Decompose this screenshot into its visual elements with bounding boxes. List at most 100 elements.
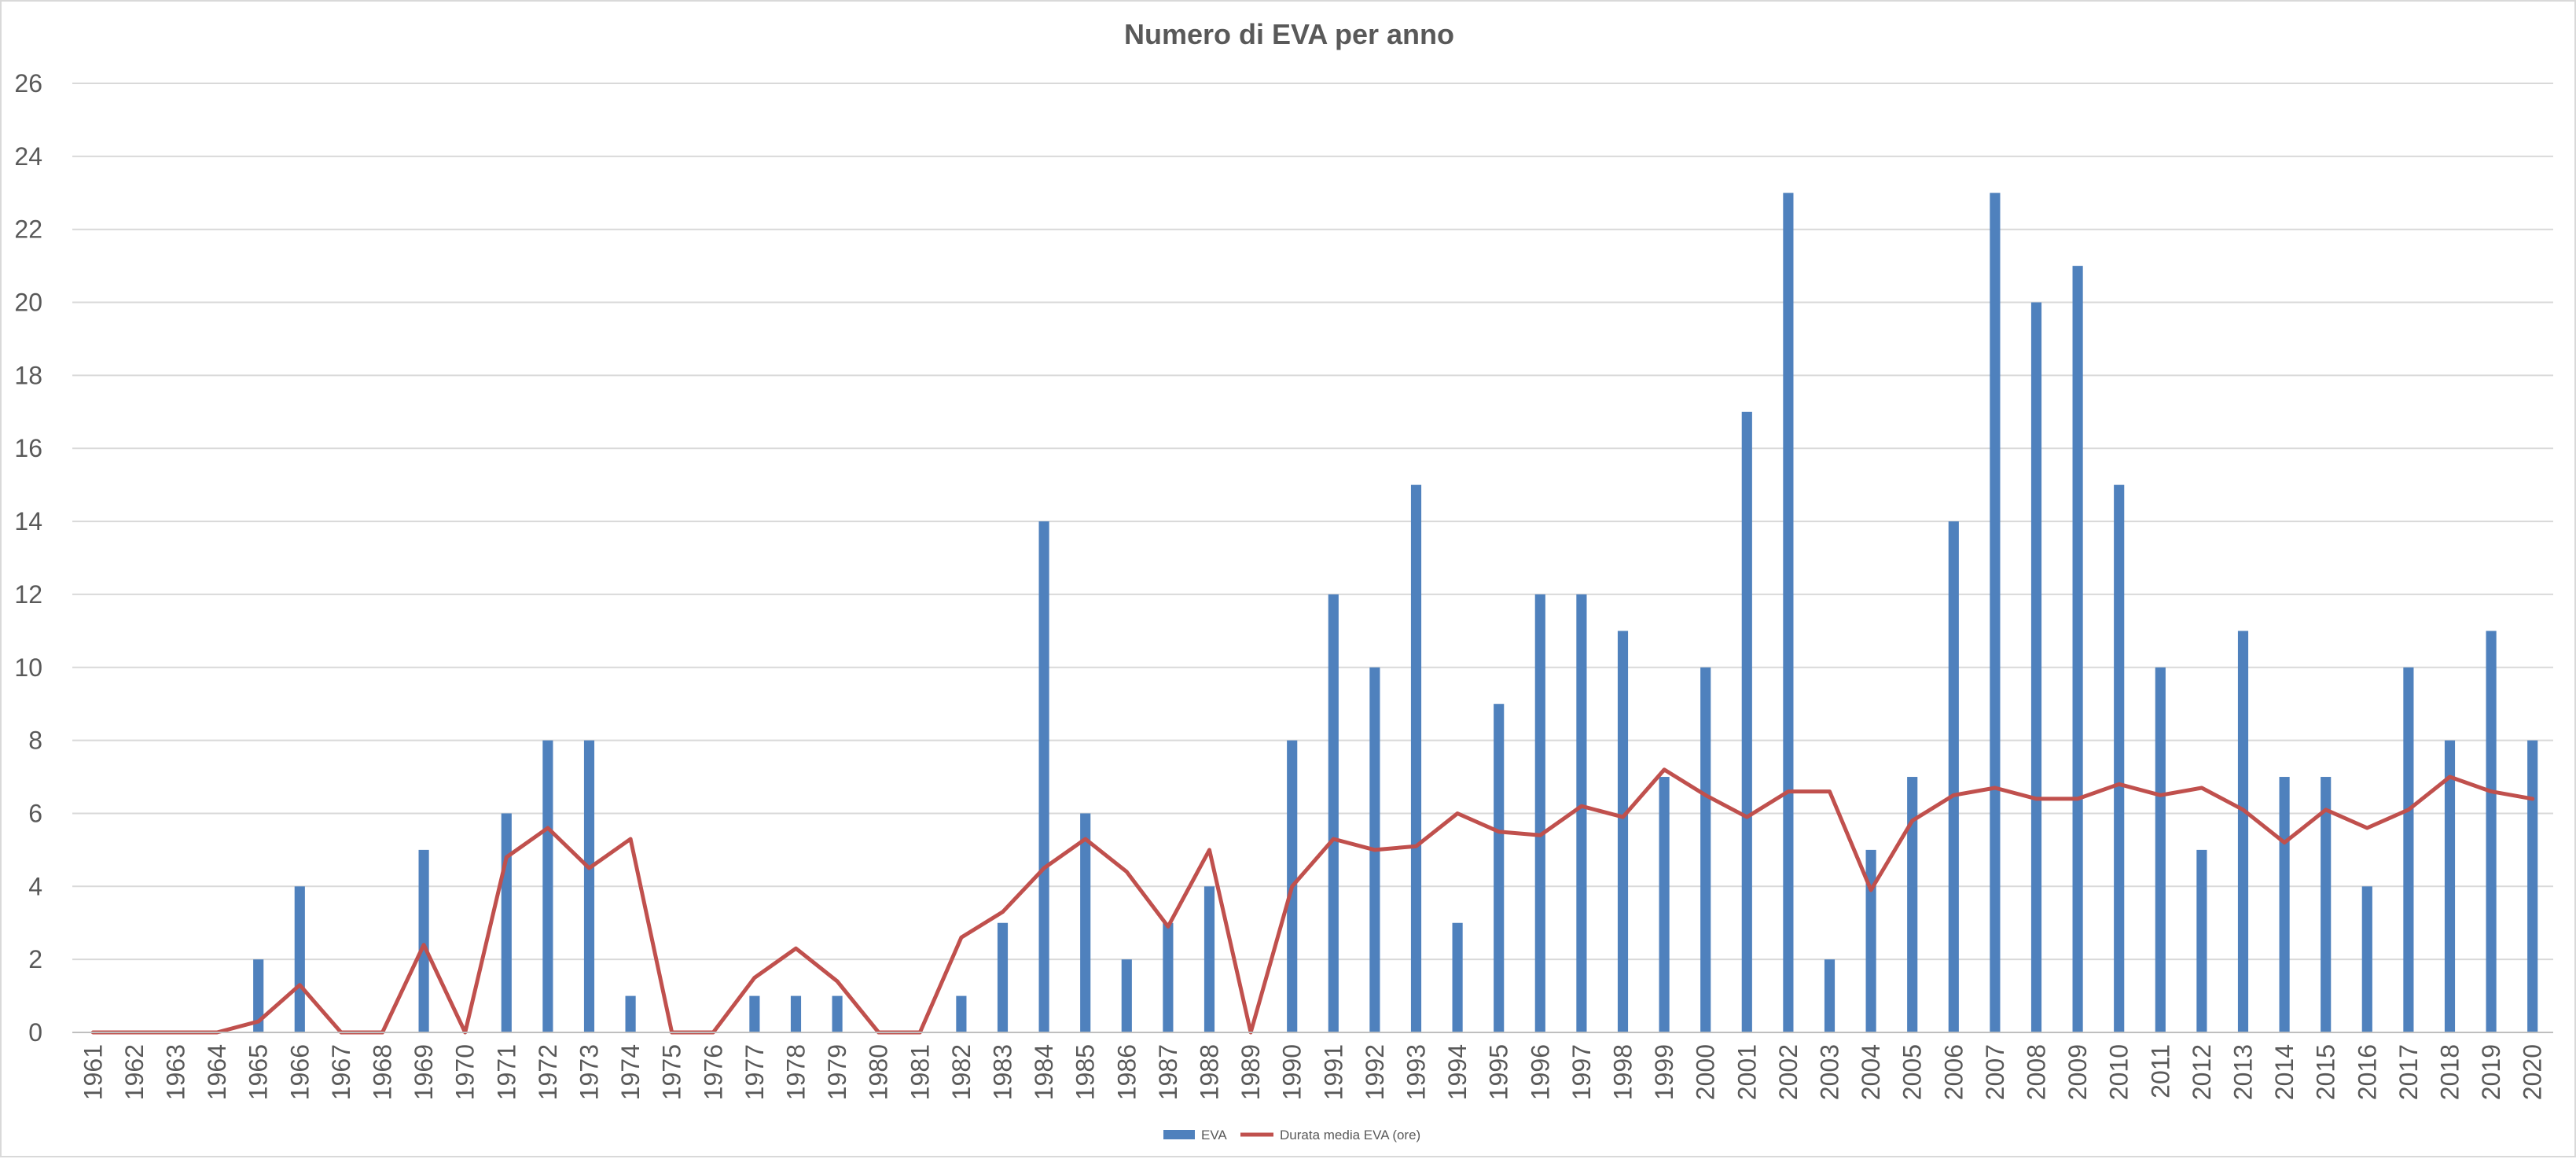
x-tick-label-1969: 1969 (410, 1044, 438, 1100)
y-tick-label-26: 26 (14, 69, 42, 98)
x-tick-label-1990: 1990 (1278, 1044, 1306, 1100)
bar-2015 (2321, 777, 2332, 1032)
bar-2014 (2279, 777, 2290, 1032)
x-tick-label-1994: 1994 (1443, 1044, 1472, 1100)
x-tick-label-2002: 2002 (1774, 1044, 1802, 1100)
bar-1978 (790, 995, 802, 1032)
bar-1986 (1121, 959, 1132, 1032)
x-tick-label-1991: 1991 (1319, 1044, 1347, 1100)
gridlines (72, 83, 2553, 961)
bar-2003 (1824, 959, 1836, 1032)
bar-2005 (1907, 777, 1918, 1032)
y-tick-label-20: 20 (14, 289, 42, 317)
bar-2020 (2527, 740, 2538, 1032)
bar-1984 (1038, 521, 1049, 1032)
x-tick-label-2006: 2006 (1939, 1044, 1968, 1100)
line-durata-media (90, 767, 2535, 1035)
bar-2010 (2114, 484, 2125, 1032)
bar-1994 (1452, 922, 1463, 1032)
bar-2000 (1700, 667, 1711, 1032)
bar-2018 (2444, 740, 2456, 1032)
x-tick-label-1999: 1999 (1650, 1044, 1678, 1100)
bar-1999 (1659, 777, 1670, 1032)
line-series (90, 767, 2535, 1035)
bar-1988 (1203, 886, 1215, 1032)
bar-2009 (2072, 266, 2083, 1033)
x-tick-label-2015: 2015 (2312, 1044, 2340, 1100)
x-tick-label-1981: 1981 (906, 1044, 934, 1100)
x-tick-label-1968: 1968 (369, 1044, 397, 1100)
bar-2016 (2361, 886, 2372, 1032)
x-tick-label-2001: 2001 (1733, 1044, 1761, 1100)
x-tick-label-1967: 1967 (327, 1044, 355, 1100)
y-tick-label-6: 6 (28, 799, 42, 827)
x-tick-label-2020: 2020 (2519, 1044, 2547, 1100)
x-tick-label-1993: 1993 (1402, 1044, 1431, 1100)
x-tick-label-1966: 1966 (285, 1044, 314, 1100)
x-tick-label-2019: 2019 (2477, 1044, 2505, 1100)
bar-2006 (1948, 521, 1959, 1032)
x-tick-label-1962: 1962 (120, 1044, 149, 1100)
legend-label-eva: EVA (1201, 1128, 1227, 1142)
bar-2013 (2237, 631, 2249, 1032)
x-tick-label-1970: 1970 (451, 1044, 480, 1100)
bar-2007 (1990, 193, 2001, 1032)
x-tick-label-2012: 2012 (2188, 1044, 2216, 1100)
x-tick-label-1998: 1998 (1609, 1044, 1637, 1100)
bar-1997 (1576, 594, 1587, 1032)
x-tick-label-2004: 2004 (1857, 1044, 1885, 1100)
x-tick-label-1975: 1975 (658, 1044, 686, 1100)
y-tick-label-22: 22 (14, 215, 42, 244)
x-tick-label-1978: 1978 (782, 1044, 810, 1100)
legend-label-durata: Durata media EVA (ore) (1280, 1128, 1420, 1142)
chart-title: Numero di EVA per anno (1124, 18, 1454, 50)
x-tick-label-1974: 1974 (616, 1044, 645, 1100)
x-tick-label-2003: 2003 (1816, 1044, 1844, 1100)
bar-1991 (1328, 594, 1339, 1032)
x-tick-label-1997: 1997 (1567, 1044, 1596, 1100)
bar-2019 (2486, 631, 2497, 1032)
x-tick-label-1964: 1964 (203, 1044, 231, 1100)
bar-1972 (542, 740, 553, 1032)
bar-2017 (2403, 667, 2414, 1032)
bar-series (253, 193, 2538, 1033)
x-tick-label-1963: 1963 (162, 1044, 190, 1100)
y-tick-label-18: 18 (14, 361, 42, 389)
x-tick-label-1984: 1984 (1030, 1044, 1058, 1100)
legend: EVA Durata media EVA (ore) (1163, 1128, 1420, 1142)
x-tick-label-2005: 2005 (1898, 1044, 1927, 1100)
x-tick-label-2010: 2010 (2105, 1044, 2133, 1100)
bar-1977 (749, 995, 760, 1032)
x-tick-label-1976: 1976 (699, 1044, 727, 1100)
bar-1971 (501, 813, 512, 1032)
x-tick-label-1996: 1996 (1526, 1044, 1554, 1100)
y-tick-label-16: 16 (14, 434, 42, 462)
x-tick-label-1983: 1983 (989, 1044, 1017, 1100)
y-tick-label-10: 10 (14, 653, 42, 682)
bar-2008 (2030, 302, 2042, 1032)
x-tick-label-2000: 2000 (1692, 1044, 1720, 1100)
x-tick-label-1973: 1973 (575, 1044, 604, 1100)
bar-2002 (1783, 193, 1794, 1032)
x-tick-label-1985: 1985 (1071, 1044, 1100, 1100)
bar-1969 (418, 849, 429, 1032)
x-tick-label-1961: 1961 (79, 1044, 107, 1100)
bar-2001 (1741, 411, 1752, 1032)
bar-1987 (1163, 922, 1174, 1032)
bar-1973 (583, 740, 595, 1032)
x-tick-label-1979: 1979 (823, 1044, 851, 1100)
x-tick-label-1989: 1989 (1237, 1044, 1265, 1100)
x-tick-label-2017: 2017 (2394, 1044, 2423, 1100)
x-tick-label-1982: 1982 (947, 1044, 976, 1100)
x-tick-label-1995: 1995 (1485, 1044, 1513, 1100)
bar-1996 (1534, 594, 1545, 1032)
x-tick-label-1987: 1987 (1154, 1044, 1182, 1100)
y-tick-label-2: 2 (28, 945, 42, 973)
y-tick-label-14: 14 (14, 507, 42, 535)
y-tick-label-12: 12 (14, 580, 42, 609)
bar-1974 (625, 995, 636, 1032)
x-tick-label-2016: 2016 (2353, 1044, 2381, 1100)
